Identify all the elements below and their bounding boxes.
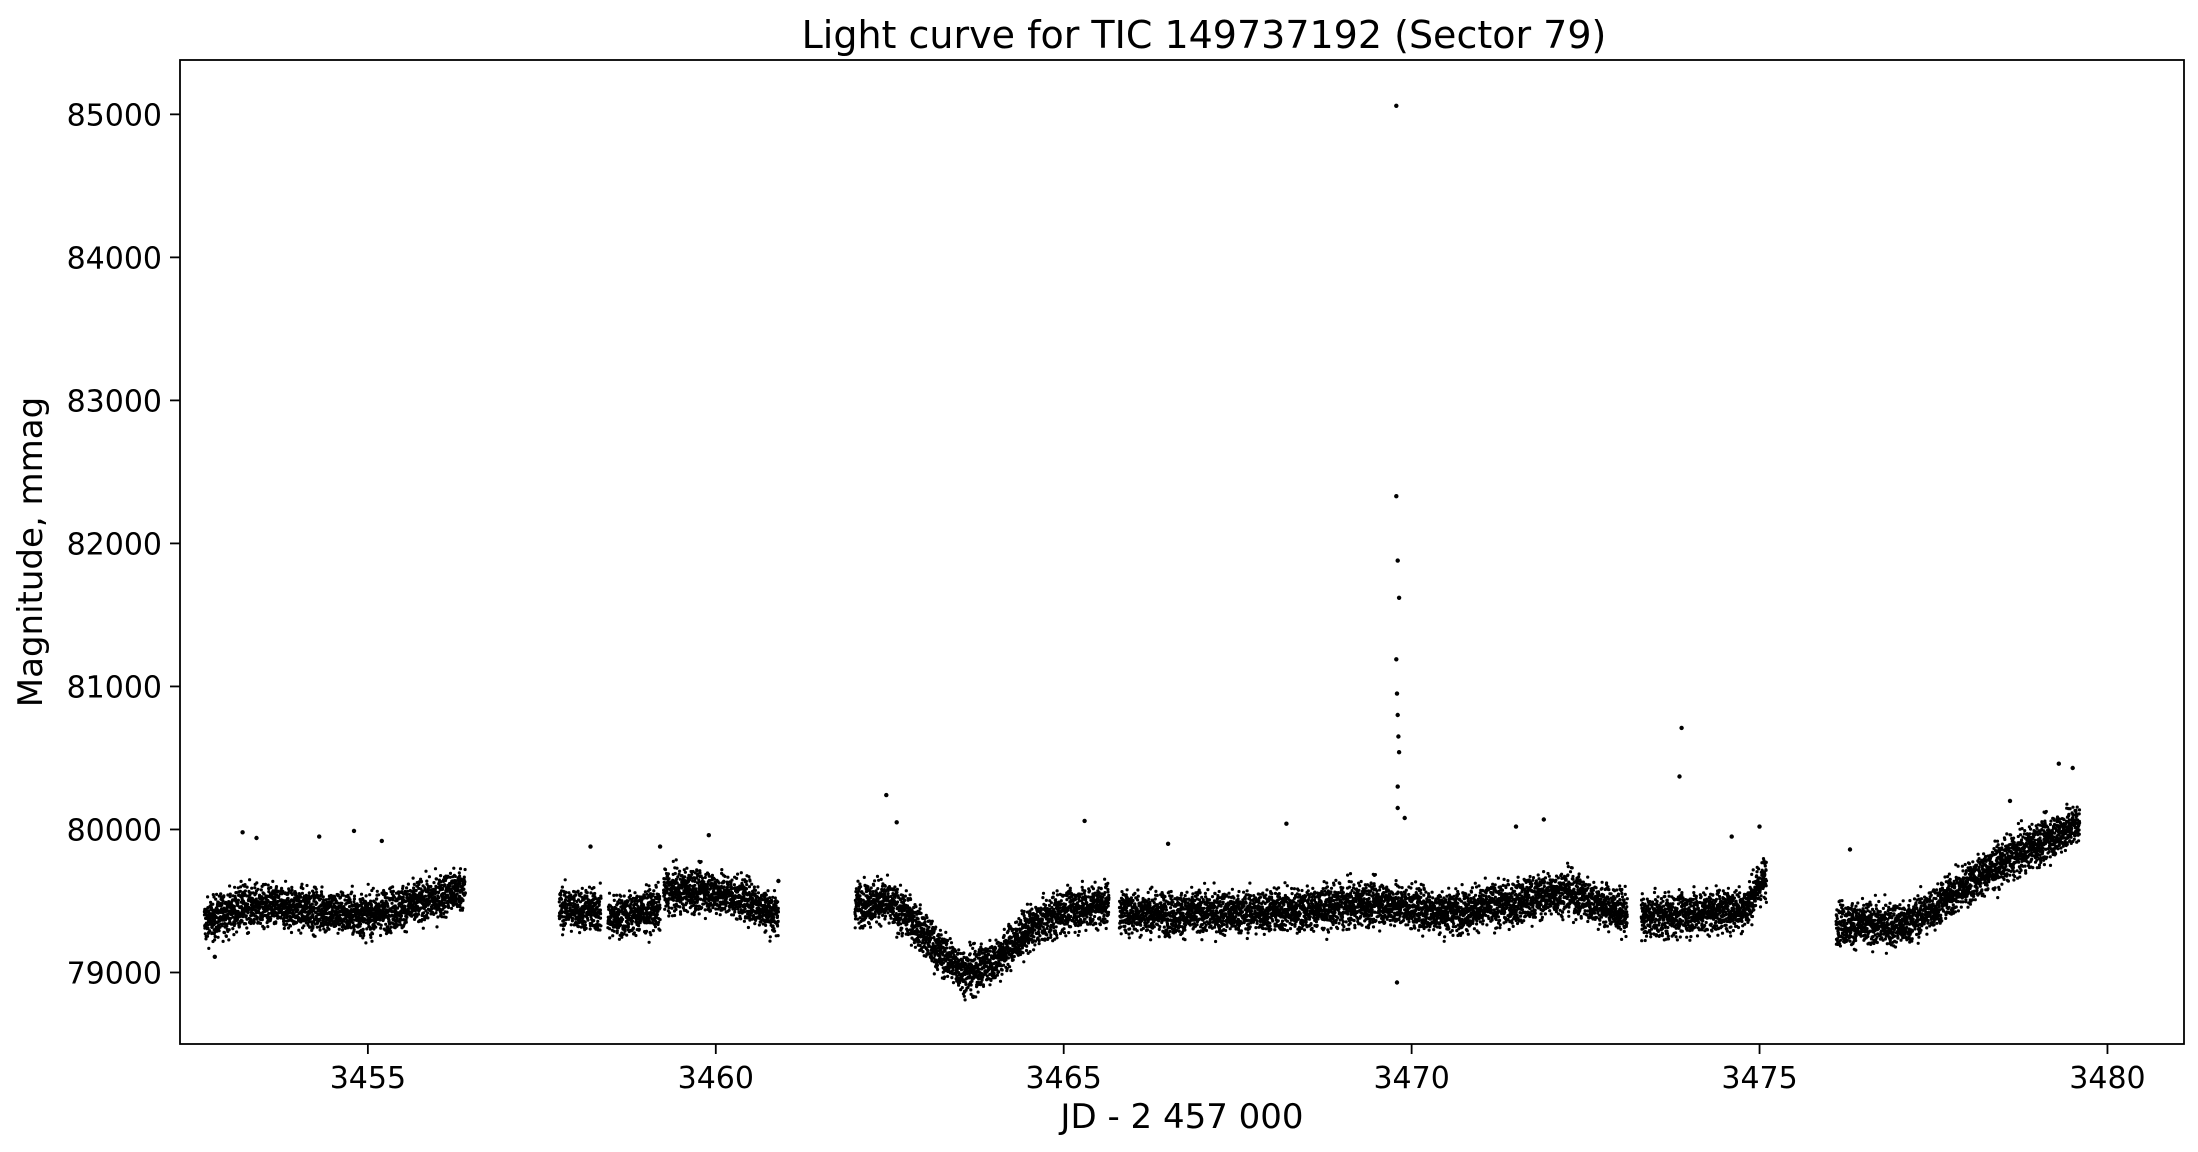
data-point xyxy=(1395,805,1400,811)
x-tick-label: 3475 xyxy=(1721,1061,1797,1096)
y-tick-label: 82000 xyxy=(67,527,162,562)
data-point xyxy=(240,830,245,835)
data-point xyxy=(971,994,976,999)
data-point xyxy=(317,834,322,839)
x-axis-label: JD - 2 457 000 xyxy=(1058,1097,1303,1137)
x-tick-label: 3455 xyxy=(330,1061,406,1096)
light-curve-segment xyxy=(1834,802,2082,955)
data-point xyxy=(1165,841,1171,846)
y-tick-label: 83000 xyxy=(67,384,162,419)
light-curve-segment xyxy=(606,880,662,944)
data-point xyxy=(588,844,593,849)
data-point xyxy=(776,878,781,884)
data-point xyxy=(1757,824,1762,829)
data-point xyxy=(1729,834,1734,839)
data-point xyxy=(1284,821,1289,826)
data-point xyxy=(2070,765,2075,771)
data-point xyxy=(212,954,217,959)
light-curve-segment xyxy=(557,878,603,937)
data-point xyxy=(1396,595,1402,600)
y-tick-label: 79000 xyxy=(67,956,162,991)
y-tick-label: 80000 xyxy=(67,813,162,848)
data-point xyxy=(1394,494,1399,499)
data-point xyxy=(1679,725,1684,731)
data-point xyxy=(1541,817,1547,822)
y-tick-label: 81000 xyxy=(67,670,162,705)
data-point xyxy=(1395,784,1400,789)
data-point xyxy=(1394,103,1399,109)
light-curve-segment xyxy=(1639,857,1769,943)
data-point xyxy=(254,835,259,841)
data-point xyxy=(706,833,711,838)
x-axis: 3455 3460 3465 3470 3475 3480 xyxy=(330,1044,2146,1096)
data-point xyxy=(379,838,384,844)
y-tick-label: 85000 xyxy=(67,98,162,133)
data-point xyxy=(1847,847,1853,852)
x-tick-label: 3460 xyxy=(678,1061,754,1096)
data-point xyxy=(894,820,899,825)
data-point xyxy=(1396,750,1402,755)
light-curve-segment xyxy=(1117,861,1629,944)
data-point xyxy=(351,828,357,834)
y-axis-label: Magnitude, mmag xyxy=(11,397,51,707)
outlier-points xyxy=(212,103,2075,999)
light-curve-segment xyxy=(662,858,781,943)
data-point xyxy=(1395,558,1400,563)
data-point xyxy=(2056,761,2061,766)
light-curve-segment xyxy=(853,873,1111,1002)
data-point xyxy=(2007,798,2013,804)
data-point xyxy=(1394,980,1400,985)
data-point xyxy=(1082,818,1087,824)
data-point xyxy=(1677,774,1682,779)
y-tick-label: 84000 xyxy=(67,241,162,276)
data-points xyxy=(202,103,2082,1002)
data-point xyxy=(1396,734,1401,739)
chart-title: Light curve for TIC 149737192 (Sector 79… xyxy=(802,13,1607,57)
data-point xyxy=(1394,657,1399,662)
y-axis: 79000 80000 81000 82000 83000 84000 85000 xyxy=(67,98,180,991)
data-point xyxy=(1402,815,1407,821)
plot-area-frame xyxy=(179,59,2185,1045)
x-tick-label: 3465 xyxy=(1026,1061,1102,1096)
data-point xyxy=(884,792,889,798)
x-tick-label: 3470 xyxy=(1373,1061,1449,1096)
data-point xyxy=(1395,712,1400,718)
data-point xyxy=(657,844,663,849)
x-tick-label: 3480 xyxy=(2069,1061,2145,1096)
light-curve-segment xyxy=(202,866,467,951)
data-point xyxy=(1513,824,1519,829)
data-point xyxy=(1394,691,1400,696)
